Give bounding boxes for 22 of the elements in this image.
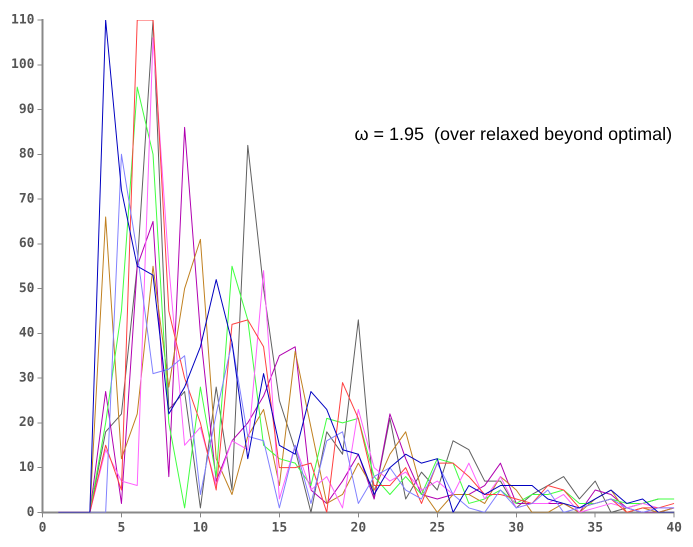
x-tick-label: 40 [666,520,682,536]
x-tick-label: 20 [350,520,366,536]
x-tick-label: 10 [192,520,208,536]
y-tick-label: 80 [18,146,35,162]
y-tick-label: 110 [10,12,35,28]
x-tick-label: 0 [38,520,47,536]
annotation: ω = 1.95 (over relaxed beyond optimal) [354,124,672,144]
y-tick-label: 90 [18,102,35,117]
y-tick-label: 100 [10,57,35,72]
y-tick-label: 70 [18,191,35,206]
x-tick-label: 35 [587,520,604,536]
y-tick-label: 60 [18,236,35,252]
x-tick-label: 25 [429,520,446,536]
y-tick-label: 20 [18,415,35,430]
y-tick-label: 30 [18,370,35,386]
y-tick-label: 50 [18,280,35,296]
x-tick-label: 5 [118,520,126,536]
x-tick-label: 15 [272,520,288,536]
y-tick-label: 0 [26,504,35,520]
x-tick-label: 30 [508,520,524,536]
y-tick-label: 10 [18,460,35,476]
y-tick-label: 40 [18,326,35,341]
